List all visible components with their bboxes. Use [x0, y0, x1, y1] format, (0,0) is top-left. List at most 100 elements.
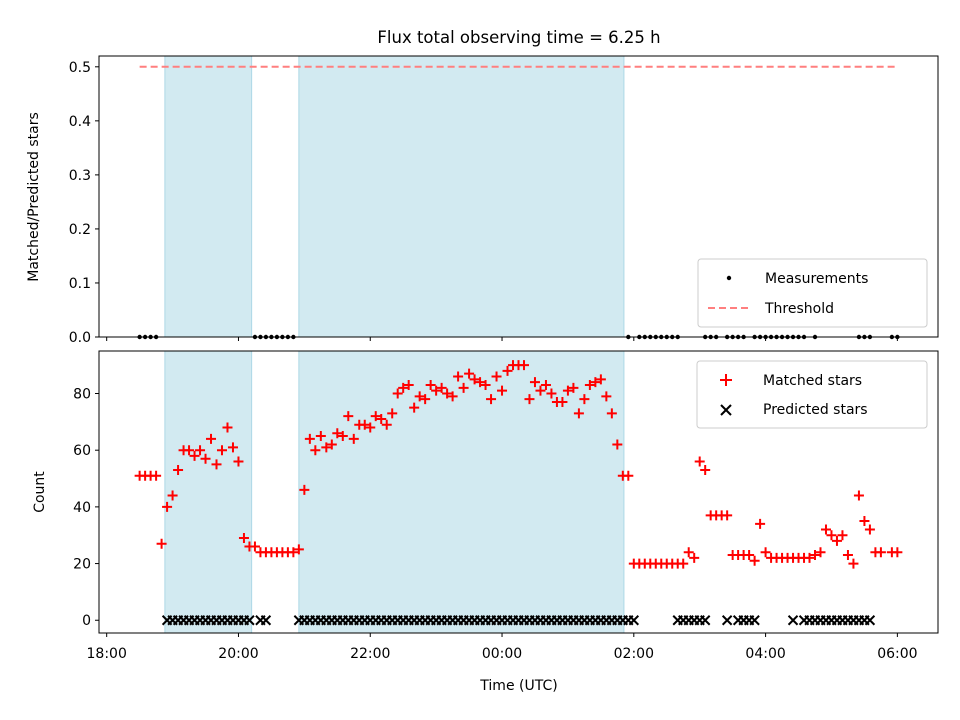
matched-stars-point — [842, 550, 853, 561]
predicted-stars-point — [699, 615, 711, 626]
y-tick-label: 0.4 — [69, 114, 91, 130]
matched-stars-point — [491, 371, 502, 382]
matched-stars-point — [200, 453, 211, 464]
matched-stars-point — [469, 374, 480, 385]
matched-stars-point — [810, 550, 821, 561]
x-tick-label: 20:00 — [218, 646, 258, 662]
matched-stars-point — [370, 411, 381, 422]
predicted-stars-point — [749, 615, 760, 626]
bottom-panel-y-axis: 0 20 40 60 80 — [73, 387, 99, 629]
matched-stars-point — [321, 442, 332, 453]
legend-matched-marker — [720, 374, 732, 386]
matched-stars-point — [722, 510, 733, 521]
matched-stars-point — [579, 394, 590, 405]
matched-stars-point — [222, 422, 233, 433]
legend-threshold-label: Threshold — [764, 301, 834, 317]
matched-stars-point — [480, 380, 491, 391]
top-legend-box — [697, 258, 928, 328]
matched-stars-point — [337, 431, 348, 442]
matched-stars-point — [464, 368, 475, 379]
matched-stars-point — [859, 516, 870, 527]
matched-stars-point — [365, 422, 376, 433]
legend-measurements-label: Measurements — [765, 271, 868, 287]
matched-stars-point — [540, 380, 551, 391]
matched-stars-point — [678, 558, 689, 569]
matched-stars-point — [173, 465, 184, 476]
matched-stars-point — [167, 490, 178, 501]
matched-stars-point — [343, 411, 354, 422]
matched-stars-point — [376, 414, 387, 425]
matched-stars-point — [744, 550, 755, 561]
matched-stars-point — [348, 433, 359, 444]
y-tick-label: 80 — [73, 387, 91, 403]
matched-stars-point — [206, 433, 217, 444]
matched-stars-point — [420, 394, 431, 405]
matched-stars-point — [249, 541, 260, 552]
matched-stars-point — [497, 385, 508, 396]
predicted-stars-point — [260, 615, 272, 626]
y-tick-label: 0.2 — [69, 222, 91, 238]
matched-stars-point — [392, 388, 403, 399]
matched-stars-point — [414, 391, 425, 402]
matched-stars-point — [848, 558, 859, 569]
chart-title: Flux total observing time = 6.25 h — [377, 28, 660, 47]
matched-stars-point — [381, 419, 392, 430]
matched-stars-point — [475, 377, 486, 388]
y-tick-label: 0 — [82, 613, 91, 629]
matched-stars-point — [403, 380, 414, 391]
matched-stars-point — [606, 408, 617, 419]
matched-stars-point — [502, 365, 513, 376]
matched-stars-point — [299, 484, 310, 495]
predicted-stars-point — [721, 615, 733, 626]
matched-stars-point — [853, 490, 864, 501]
shaded-interval-0 — [164, 55, 253, 338]
matched-stars-point — [831, 535, 842, 546]
matched-stars-point — [760, 547, 771, 558]
bottom-panel-shaded-regions — [164, 350, 625, 634]
matched-stars-point — [189, 450, 200, 461]
top-panel-shaded-regions — [164, 55, 625, 338]
matched-stars-point — [156, 538, 167, 549]
matched-stars-point — [864, 524, 875, 535]
matched-stars-point — [837, 530, 848, 541]
matched-stars-point — [595, 374, 606, 385]
matched-stars-point — [453, 371, 464, 382]
matched-stars-point — [409, 402, 420, 413]
matched-stars-point — [518, 360, 529, 371]
legend-predicted-label: Predicted stars — [763, 402, 868, 418]
x-tick-label: 18:00 — [87, 646, 127, 662]
matched-stars-point — [826, 530, 837, 541]
bottom-legend-box — [696, 360, 928, 429]
matched-stars-point — [486, 394, 497, 405]
matched-stars-point — [601, 391, 612, 402]
matched-stars-point — [749, 555, 760, 566]
top-panel-frame — [98, 55, 939, 338]
top-panel-y-label: Matched/Predicted stars — [26, 112, 42, 282]
matched-stars-point — [683, 547, 694, 558]
x-tick-label: 02:00 — [614, 646, 654, 662]
matched-stars-point — [694, 456, 705, 467]
matched-stars-point — [195, 445, 206, 456]
matched-stars-point — [315, 431, 326, 442]
matched-stars-point — [227, 442, 238, 453]
matched-stars-point — [293, 544, 304, 555]
predicted-stars-point — [244, 615, 255, 626]
y-tick-label: 20 — [73, 557, 91, 573]
matched-stars-point — [431, 385, 442, 396]
bottom-panel-frame — [98, 350, 939, 634]
bottom-panel-series — [134, 360, 903, 626]
y-tick-label: 0.5 — [69, 60, 91, 76]
x-tick-label: 06:00 — [877, 646, 917, 662]
matched-stars-point — [304, 433, 315, 444]
shaded-interval-1 — [298, 350, 625, 634]
top-panel-x-ticks — [106, 337, 898, 341]
predicted-stars-point — [628, 615, 640, 626]
matched-stars-point — [442, 388, 453, 399]
matched-stars-point — [162, 501, 173, 512]
matched-stars-point — [184, 445, 195, 456]
top-panel-y-axis: 0.0 0.1 0.2 0.3 0.4 0.5 — [69, 60, 99, 346]
shaded-interval-1 — [298, 55, 625, 338]
matched-stars-point — [689, 552, 700, 563]
bottom-panel-legend: Matched stars Predicted stars — [696, 360, 928, 429]
